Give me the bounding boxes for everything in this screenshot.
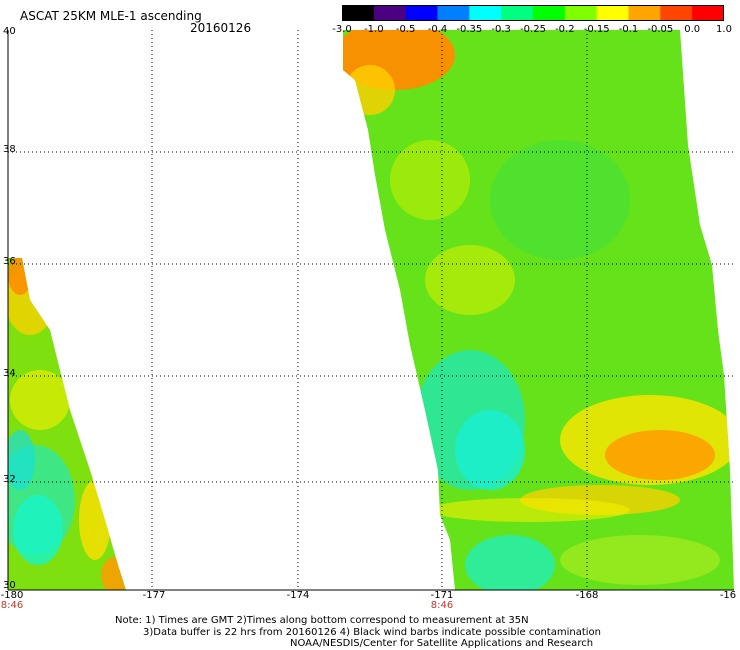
colorbar-tick-label: -3.0 <box>332 24 352 35</box>
lat-label-38: 38 <box>3 144 16 155</box>
lat-label-32: 32 <box>3 474 16 485</box>
note-line-2: 3)Data buffer is 22 hrs from 20160126 4)… <box>143 627 601 638</box>
colorbar-segment <box>437 5 470 21</box>
colorbar-segment <box>564 5 598 21</box>
left-swath <box>8 258 126 590</box>
colorbar-tick-label: -0.5 <box>395 24 416 35</box>
lon-label-174: -174 <box>286 590 310 601</box>
colorbar-segment <box>660 5 693 21</box>
colorbar-segment <box>405 5 438 21</box>
lon-label-180: -180 <box>0 590 24 601</box>
colorbar-segment <box>533 5 566 21</box>
colorbar-segment <box>596 5 629 21</box>
colorbar-tick-label: -1.0 <box>364 24 384 35</box>
lat-label-36: 36 <box>3 256 16 267</box>
grid <box>8 30 734 590</box>
colorbar-segment <box>469 5 502 21</box>
lon-label-171: -171 <box>430 590 454 601</box>
colorbar-segment <box>692 5 724 21</box>
lat-label-30: 30 <box>3 580 16 591</box>
colorbar-tick-label: -0.35 <box>456 24 483 35</box>
frame <box>7 30 734 591</box>
colorbar-segment <box>373 5 407 21</box>
map-title: ASCAT 25KM MLE-1 ascending <box>20 9 202 23</box>
colorbar-segment <box>342 5 375 21</box>
colorbar-tick-label: -0.1 <box>618 24 639 35</box>
colorbar-tick-label: 0.0 <box>684 24 701 35</box>
note-line-3: NOAA/NESDIS/Center for Satellite Applica… <box>290 638 594 649</box>
lon-label-177: -177 <box>142 590 166 601</box>
colorbar-tick-label: -0.2 <box>555 24 575 35</box>
colorbar-segment <box>628 5 661 21</box>
map-date: 20160126 <box>190 21 252 35</box>
colorbar-tick-label: -0.3 <box>491 24 511 35</box>
colorbar-tick-label: -0.4 <box>427 24 448 35</box>
colorbar-tick-label: 1.0 <box>716 24 732 35</box>
right-swath <box>343 30 734 590</box>
colorbar-segment <box>501 5 534 21</box>
colorbar <box>342 5 724 21</box>
lon-label-168: -168 <box>575 590 599 601</box>
time-label-right: 8:46 <box>430 600 454 611</box>
lat-label-34: 34 <box>3 368 16 379</box>
lat-label-40: 40 <box>3 26 16 37</box>
colorbar-tick-label: -0.15 <box>583 24 610 35</box>
lon-label-16: -16 <box>719 590 737 601</box>
colorbar-tick-label: -0.25 <box>520 24 546 35</box>
time-label-left: 8:46 <box>0 600 24 611</box>
colorbar-tick-label: -0.05 <box>647 24 674 35</box>
note-line-1: Note: 1) Times are GMT 2)Times along bot… <box>115 615 529 626</box>
